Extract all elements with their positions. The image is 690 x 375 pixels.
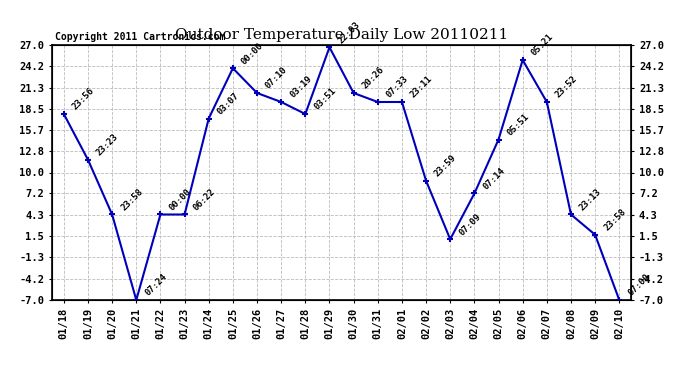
Text: 07:00: 07:00 <box>627 273 651 298</box>
Text: 05:51: 05:51 <box>506 112 531 137</box>
Text: 23:59: 23:59 <box>433 153 458 178</box>
Text: 03:51: 03:51 <box>313 87 337 112</box>
Text: 23:11: 23:11 <box>409 75 434 100</box>
Text: 00:00: 00:00 <box>168 187 193 212</box>
Text: Copyright 2011 Cartronics.com: Copyright 2011 Cartronics.com <box>55 32 225 42</box>
Title: Outdoor Temperature Daily Low 20110211: Outdoor Temperature Daily Low 20110211 <box>175 28 508 42</box>
Text: 07:09: 07:09 <box>457 212 482 237</box>
Text: 00:00: 00:00 <box>240 41 265 66</box>
Text: 07:10: 07:10 <box>264 66 289 91</box>
Text: 07:24: 07:24 <box>144 273 168 298</box>
Text: 20:26: 20:26 <box>361 66 386 91</box>
Text: 03:19: 03:19 <box>288 75 313 100</box>
Text: 07:33: 07:33 <box>385 75 410 100</box>
Text: 23:52: 23:52 <box>554 75 579 100</box>
Text: 07:14: 07:14 <box>482 166 506 191</box>
Text: 05:21: 05:21 <box>530 33 555 58</box>
Text: 03:07: 03:07 <box>216 91 241 116</box>
Text: 23:56: 23:56 <box>71 87 96 112</box>
Text: 23:58: 23:58 <box>119 187 144 212</box>
Text: 06:22: 06:22 <box>192 187 217 212</box>
Text: 23:13: 23:13 <box>578 187 603 212</box>
Text: 22:03: 22:03 <box>337 20 362 45</box>
Text: 23:23: 23:23 <box>95 132 120 158</box>
Text: 23:58: 23:58 <box>602 207 627 232</box>
